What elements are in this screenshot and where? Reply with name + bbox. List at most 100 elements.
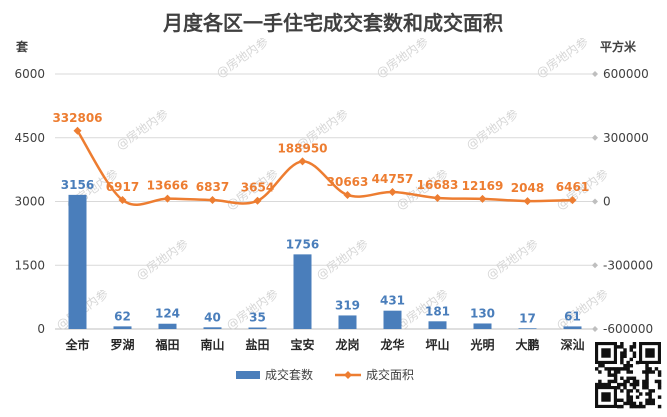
qr-module <box>626 360 630 365</box>
left-axis-unit: 套 <box>15 39 29 54</box>
qr-module <box>613 367 618 371</box>
qr-module <box>645 364 649 368</box>
qr-module <box>626 379 630 384</box>
qr-module <box>639 401 643 406</box>
qr-module <box>645 386 649 390</box>
qr-module <box>645 401 649 406</box>
qr-module <box>645 379 649 384</box>
qr-module <box>620 342 624 346</box>
qr-module <box>632 354 637 359</box>
watermark-text: @房地内参 <box>483 236 541 283</box>
line-point <box>298 157 307 166</box>
bar <box>113 326 132 329</box>
left-tick-label: 1500 <box>14 258 45 272</box>
qr-finder <box>645 348 655 358</box>
bar-data-label: 124 <box>155 307 180 321</box>
x-tick-label: 龙华 <box>380 337 404 352</box>
line-data-label: 2048 <box>511 181 544 195</box>
qr-module <box>632 382 637 387</box>
qr-module <box>598 364 602 368</box>
qr-module <box>607 367 612 371</box>
bar <box>248 327 267 329</box>
watermark-text: @房地内参 <box>373 34 431 81</box>
qr-module <box>620 351 624 355</box>
line-point <box>568 196 577 205</box>
bar <box>563 326 582 329</box>
qr-module <box>629 395 634 399</box>
qr-code <box>595 342 662 409</box>
qr-module <box>598 379 602 384</box>
qr-module <box>654 367 659 371</box>
bar-data-label: 1756 <box>286 237 319 251</box>
qr-module <box>620 382 624 387</box>
qr-module <box>657 404 662 409</box>
legend-label-bars: 成交套数 <box>265 367 313 382</box>
left-axis: 0 1500 3000 4500 6000 <box>14 67 45 336</box>
right-axis: -600000 -300000 0 300000 600000 <box>592 67 653 336</box>
qr-module <box>610 373 615 377</box>
line-data-label: 44757 <box>372 172 414 186</box>
bar-data-label: 181 <box>425 304 450 318</box>
qr-finder <box>601 348 611 358</box>
qr-module <box>642 370 646 374</box>
qr-module <box>607 373 612 377</box>
qr-module <box>629 357 634 362</box>
qr-module <box>651 398 656 403</box>
qr-module <box>635 382 640 387</box>
watermark-text: @房地内参 <box>113 106 171 153</box>
qr-module <box>604 367 608 371</box>
x-tick-label: 宝安 <box>290 337 314 352</box>
qr-module <box>601 364 605 368</box>
qr-module <box>620 354 624 359</box>
bar <box>518 328 537 329</box>
qr-module <box>629 382 634 387</box>
qr-module <box>623 382 627 387</box>
watermark-text: @房地内参 <box>533 34 591 81</box>
qr-module <box>645 392 649 396</box>
x-tick-label: 光明 <box>469 337 494 352</box>
left-tick-label: 6000 <box>14 67 45 81</box>
qr-module <box>620 360 624 365</box>
qr-finder <box>601 392 611 402</box>
qr-module <box>648 367 652 371</box>
qr-module <box>607 382 612 387</box>
qr-module <box>623 354 627 359</box>
qr-module <box>642 386 646 390</box>
qr-module <box>626 395 630 399</box>
right-tick-marker <box>592 326 598 332</box>
qr-module <box>626 389 630 393</box>
qr-module <box>617 367 621 371</box>
qr-module <box>645 382 649 387</box>
bar-data-label: 62 <box>114 309 131 323</box>
bar <box>68 194 87 329</box>
qr-module <box>635 389 640 393</box>
x-tick-label: 盐田 <box>245 337 269 352</box>
qr-module <box>620 367 624 371</box>
qr-module <box>632 376 637 381</box>
watermark-text: @房地内参 <box>313 236 371 283</box>
qr-module <box>632 342 637 346</box>
qr-module <box>623 348 627 352</box>
left-tick-label: 0 <box>37 322 45 336</box>
right-tick-marker <box>592 71 598 77</box>
qr-module <box>629 401 634 406</box>
qr-module <box>595 367 599 371</box>
qr-module <box>645 376 649 381</box>
qr-module <box>654 379 659 384</box>
qr-module <box>648 370 652 374</box>
qr-module <box>645 373 649 377</box>
qr-module <box>620 376 624 381</box>
x-tick-label: 南山 <box>200 337 224 352</box>
qr-module <box>623 379 627 384</box>
qr-module <box>651 370 656 374</box>
qr-module <box>635 379 640 384</box>
right-tick-marker <box>592 262 598 269</box>
qr-module <box>626 392 630 396</box>
right-tick-label: 300000 <box>603 131 649 145</box>
qr-module <box>617 345 621 349</box>
qr-module <box>635 395 640 399</box>
x-tick-label: 龙岗 <box>335 337 359 352</box>
qr-module <box>613 379 618 384</box>
watermark-text: @房地内参 <box>133 236 191 283</box>
